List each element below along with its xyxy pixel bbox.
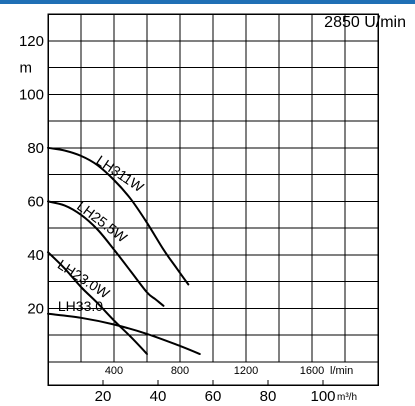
x-axis-unit-m3h: m³/h <box>337 392 357 403</box>
series-layer <box>47 146 201 355</box>
x-tick-label-lmin: 1200 <box>234 365 258 377</box>
x-tick-label-m3h: 20 <box>95 388 112 405</box>
accent-bar <box>0 0 415 4</box>
curve-lh311w <box>47 146 190 286</box>
curve-label-lh23-0w: LH23.0W <box>55 256 113 302</box>
curve-label-lh25-5w: LH25.5W <box>74 198 131 246</box>
grid <box>48 14 378 363</box>
y-tick-label: 60 <box>27 193 44 210</box>
x-tick-label-m3h: 60 <box>205 388 222 405</box>
curve-label-lh33-0: LH33.0 <box>58 298 103 314</box>
x-tick-label-m3h: 80 <box>260 388 277 405</box>
curve-lh23-0w <box>47 251 148 355</box>
x-tick-label-lmin: 400 <box>105 365 123 377</box>
curve-label-lh311w: LH311W <box>93 152 147 196</box>
x-axis-unit-lmin: l/min <box>330 365 353 377</box>
curve-lh33-0 <box>47 312 201 355</box>
speed-label: 2850 U/min <box>324 14 406 31</box>
y-tick-label: 120 <box>19 33 44 50</box>
y-tick-label: 20 <box>27 300 44 317</box>
y-tick-label: 100 <box>19 86 44 103</box>
x-tick-label-lmin: 800 <box>171 365 189 377</box>
curve-lh25-5w <box>47 200 165 307</box>
x-tick-label-m3h: 100 <box>310 388 335 405</box>
x-tick-labels-m3h: 20 40 60 80 100 <box>95 380 336 405</box>
x-tick-labels-lmin: 400 800 1200 1600 <box>105 365 324 377</box>
x-tick-label-lmin: 1600 <box>300 365 324 377</box>
x-tick-label-m3h: 40 <box>150 388 167 405</box>
y-tick-labels: 20 40 60 80 100 120 <box>19 33 44 318</box>
y-tick-label: 80 <box>27 140 44 157</box>
y-axis-unit-label: m <box>20 60 33 77</box>
y-tick-label: 40 <box>27 247 44 264</box>
